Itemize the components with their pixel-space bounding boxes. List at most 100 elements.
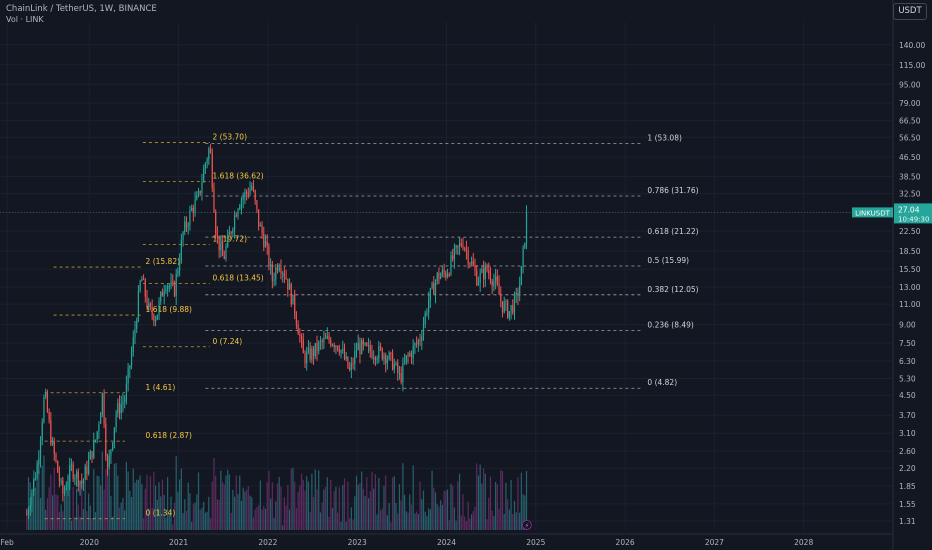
volume-bar: [240, 500, 243, 530]
volume-bar: [507, 499, 509, 530]
volume-bar: [292, 467, 294, 530]
volume-bar: [484, 473, 486, 530]
volume-bar: [374, 474, 377, 530]
volume-bar: [467, 501, 469, 530]
volume-bar: [379, 510, 382, 530]
candle: [283, 273, 285, 278]
candle: [486, 265, 488, 271]
volume-bar: [517, 477, 519, 530]
candle: [141, 278, 143, 282]
volume-bar: [524, 495, 526, 530]
candle: [290, 284, 292, 305]
candle: [81, 481, 83, 484]
candle: [316, 342, 318, 352]
candle: [388, 352, 390, 360]
fibonacci-drawings[interactable]: 1 (53.08) 0.786 (31.76) 0.618 (21.22) 0.5 (…: [44, 132, 699, 520]
candle: [373, 357, 375, 359]
volume-bar: [421, 499, 423, 530]
candle: [196, 195, 198, 200]
fib-level-label: 0 (4.82): [647, 378, 677, 387]
volume-bar: [472, 511, 474, 530]
volume-bar: [443, 490, 445, 530]
candle: [34, 478, 36, 480]
volume-bar: [364, 495, 366, 530]
candle: [98, 423, 100, 432]
candle: [361, 340, 363, 355]
volume-bar: [26, 508, 28, 530]
volume-bar: [223, 484, 225, 530]
volume-bar: [397, 513, 399, 530]
volume-legend[interactable]: Vol · LINK: [6, 15, 44, 24]
candle: [177, 270, 179, 275]
volume-bar: [337, 512, 339, 530]
candle: [355, 350, 358, 352]
candle: [500, 294, 502, 302]
candle: [319, 341, 322, 343]
candle: [465, 248, 468, 251]
currency-button[interactable]: USDT: [893, 3, 927, 20]
candle: [84, 467, 86, 480]
candle: [357, 343, 359, 351]
volume-bar: [203, 501, 205, 530]
volume-bar: [312, 497, 315, 530]
volume-bar: [182, 512, 184, 530]
volume-bar: [67, 473, 69, 530]
candle: [498, 284, 500, 295]
candle: [379, 345, 382, 349]
candle: [72, 464, 74, 479]
candle: [45, 392, 47, 398]
volume-bar: [206, 511, 208, 530]
candle: [496, 276, 498, 285]
volume-bar: [450, 483, 452, 530]
volume-bar: [333, 491, 335, 530]
candle: [223, 256, 225, 259]
candle: [48, 411, 50, 421]
candle: [213, 187, 215, 212]
volume-bar: [414, 513, 416, 530]
volume-bar: [479, 464, 481, 530]
volume-bar: [120, 502, 122, 530]
candle: [369, 345, 371, 352]
volume-bar: [349, 518, 351, 530]
time-tick-label: 2022: [258, 538, 277, 547]
candle: [115, 413, 117, 428]
volume-bar: [434, 492, 437, 530]
candle: [192, 208, 194, 213]
candle: [125, 383, 127, 400]
volume-bar: [230, 512, 232, 530]
volume-bar: [38, 470, 40, 530]
volume-bar: [462, 494, 464, 530]
candle: [474, 265, 476, 271]
candle: [79, 481, 81, 487]
volume-bar: [316, 489, 318, 530]
candle: [453, 247, 456, 260]
time-tick-label: 2025: [526, 538, 545, 547]
volume-bar: [75, 488, 78, 530]
volume-bar: [63, 491, 66, 530]
volume-bar: [197, 472, 200, 530]
volume-bar: [457, 481, 459, 530]
candle: [215, 211, 217, 235]
time-tick-label: 2026: [616, 538, 635, 547]
volume-bar: [412, 465, 414, 530]
volume-bar: [184, 499, 186, 530]
volume-bar: [319, 512, 322, 530]
candle: [440, 274, 442, 279]
volume-bar: [453, 507, 456, 530]
candle: [189, 210, 191, 226]
volume-bar: [436, 504, 438, 530]
candle: [110, 449, 112, 456]
candle: [278, 268, 280, 271]
volume-bar: [51, 495, 54, 530]
candle: [82, 479, 85, 484]
price-tick-label: 5.30: [899, 375, 916, 384]
volume-bar: [220, 470, 222, 530]
volume-bar: [199, 509, 201, 530]
candle: [477, 282, 480, 285]
candle: [266, 241, 268, 246]
candle: [505, 301, 507, 303]
candle: [445, 272, 447, 278]
symbol-title[interactable]: ChainLink / TetherUS, 1W, BINANCE: [6, 4, 157, 14]
volume-bar: [403, 494, 406, 530]
